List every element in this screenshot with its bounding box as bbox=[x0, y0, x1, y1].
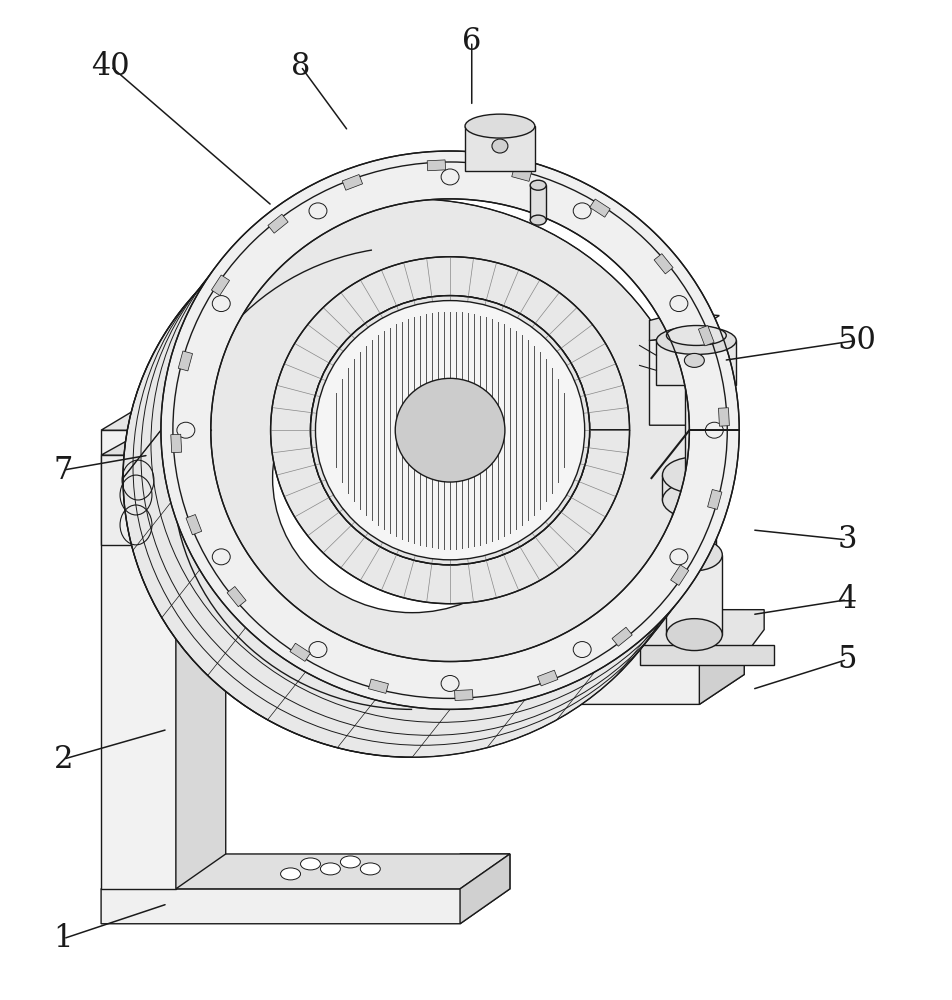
Polygon shape bbox=[211, 275, 229, 295]
Ellipse shape bbox=[123, 199, 701, 757]
Ellipse shape bbox=[529, 180, 545, 190]
Ellipse shape bbox=[656, 327, 736, 354]
Polygon shape bbox=[454, 690, 472, 701]
Polygon shape bbox=[707, 489, 722, 509]
Polygon shape bbox=[178, 351, 192, 371]
Ellipse shape bbox=[662, 482, 725, 518]
Polygon shape bbox=[289, 643, 310, 661]
Ellipse shape bbox=[360, 863, 380, 875]
Polygon shape bbox=[639, 645, 773, 665]
Ellipse shape bbox=[465, 114, 534, 138]
Polygon shape bbox=[268, 214, 288, 233]
Polygon shape bbox=[699, 345, 728, 440]
Polygon shape bbox=[460, 854, 509, 924]
Polygon shape bbox=[370, 640, 744, 704]
Ellipse shape bbox=[665, 539, 722, 571]
Polygon shape bbox=[101, 430, 176, 889]
Ellipse shape bbox=[280, 868, 300, 880]
Ellipse shape bbox=[684, 374, 703, 386]
Polygon shape bbox=[644, 610, 764, 650]
Ellipse shape bbox=[665, 619, 722, 651]
Ellipse shape bbox=[272, 343, 551, 613]
Polygon shape bbox=[656, 340, 736, 385]
Ellipse shape bbox=[315, 301, 585, 560]
Polygon shape bbox=[589, 199, 609, 217]
Polygon shape bbox=[101, 430, 235, 455]
Text: 6: 6 bbox=[462, 26, 481, 57]
Text: 2: 2 bbox=[53, 744, 72, 775]
Ellipse shape bbox=[672, 488, 716, 512]
Polygon shape bbox=[698, 326, 713, 346]
Ellipse shape bbox=[340, 856, 360, 868]
Polygon shape bbox=[670, 565, 688, 585]
Polygon shape bbox=[176, 400, 226, 889]
Polygon shape bbox=[649, 335, 728, 425]
Polygon shape bbox=[465, 126, 534, 171]
Polygon shape bbox=[170, 434, 182, 453]
Text: 4: 4 bbox=[837, 584, 856, 615]
Polygon shape bbox=[270, 257, 629, 604]
Polygon shape bbox=[639, 360, 699, 440]
Polygon shape bbox=[101, 455, 190, 545]
Text: 8: 8 bbox=[290, 51, 310, 82]
Polygon shape bbox=[639, 335, 728, 370]
Text: 40: 40 bbox=[91, 51, 129, 82]
Polygon shape bbox=[611, 627, 631, 646]
Polygon shape bbox=[161, 151, 739, 709]
Polygon shape bbox=[649, 313, 719, 340]
Polygon shape bbox=[511, 167, 531, 181]
Ellipse shape bbox=[300, 858, 320, 870]
Polygon shape bbox=[101, 400, 226, 430]
Text: 1: 1 bbox=[53, 923, 72, 954]
Text: 3: 3 bbox=[837, 524, 856, 555]
Ellipse shape bbox=[310, 296, 589, 565]
Ellipse shape bbox=[320, 863, 340, 875]
Polygon shape bbox=[190, 430, 235, 545]
Ellipse shape bbox=[662, 457, 725, 493]
Polygon shape bbox=[101, 854, 509, 889]
Polygon shape bbox=[186, 515, 202, 535]
Polygon shape bbox=[370, 610, 744, 640]
Polygon shape bbox=[699, 610, 744, 704]
Polygon shape bbox=[101, 854, 509, 924]
Polygon shape bbox=[672, 500, 716, 560]
Polygon shape bbox=[662, 475, 725, 500]
Polygon shape bbox=[342, 175, 362, 190]
Ellipse shape bbox=[665, 326, 725, 345]
Polygon shape bbox=[368, 679, 388, 693]
Polygon shape bbox=[665, 555, 722, 635]
Polygon shape bbox=[537, 670, 557, 686]
Ellipse shape bbox=[684, 353, 704, 367]
Ellipse shape bbox=[529, 215, 545, 225]
Ellipse shape bbox=[395, 378, 505, 482]
Polygon shape bbox=[227, 587, 246, 607]
Polygon shape bbox=[426, 160, 446, 171]
Ellipse shape bbox=[491, 139, 507, 153]
Text: 50: 50 bbox=[836, 325, 875, 356]
Polygon shape bbox=[718, 408, 728, 426]
Text: 5: 5 bbox=[837, 644, 856, 675]
Polygon shape bbox=[684, 380, 703, 475]
Polygon shape bbox=[653, 254, 672, 274]
Polygon shape bbox=[529, 185, 545, 220]
Text: 7: 7 bbox=[53, 455, 72, 486]
